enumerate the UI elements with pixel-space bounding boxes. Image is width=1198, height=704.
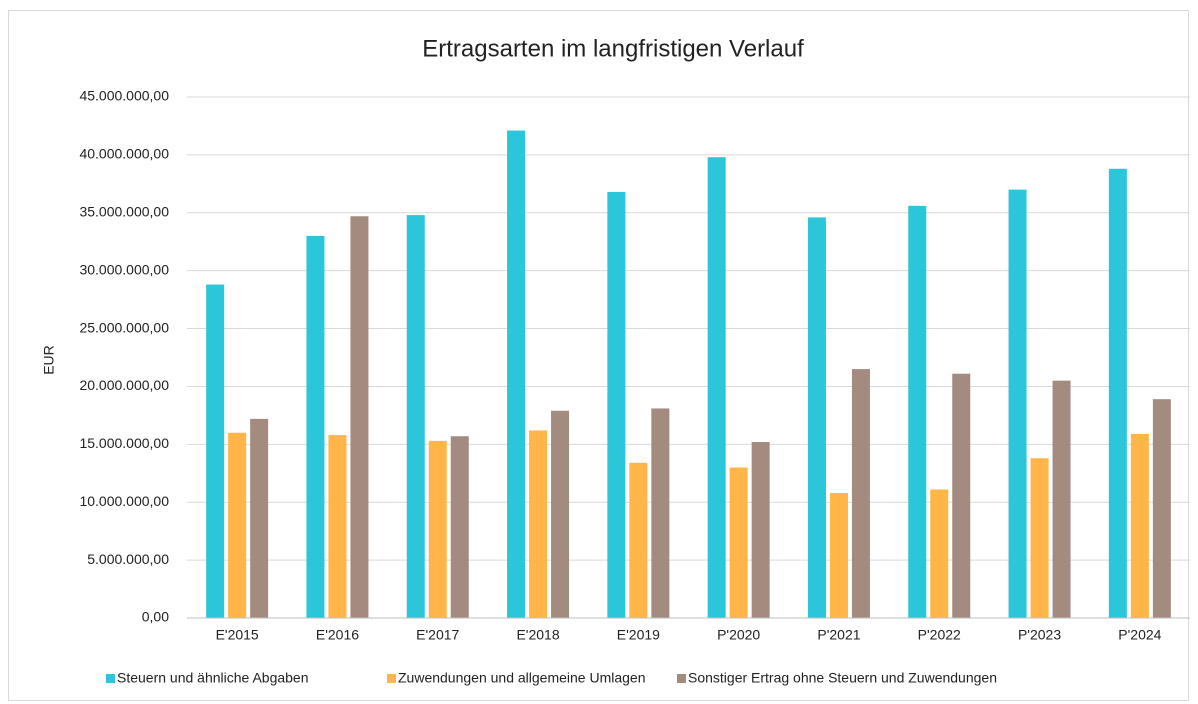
x-tick-label: E'2018	[516, 627, 559, 643]
bar	[250, 418, 269, 618]
bar	[829, 492, 848, 618]
y-tick-label: 40.000.000,00	[79, 146, 169, 162]
chart-title: Ertragsarten im langfristigen Verlauf	[422, 35, 804, 62]
bar	[228, 432, 247, 618]
bar	[729, 467, 748, 618]
y-tick-label: 15.000.000,00	[79, 435, 169, 451]
bar	[428, 440, 447, 618]
chart-border	[8, 10, 1189, 701]
bar	[629, 462, 648, 618]
x-tick-label: P'2024	[1118, 627, 1161, 643]
bar	[930, 489, 949, 618]
y-tick-label: 35.000.000,00	[79, 203, 169, 219]
bar	[707, 157, 726, 618]
x-tick-label: P'2020	[717, 627, 760, 643]
bar	[529, 430, 548, 618]
bar	[1052, 380, 1071, 618]
bar	[350, 216, 369, 619]
bar	[1108, 168, 1127, 618]
x-tick-label: P'2021	[817, 627, 860, 643]
bar	[406, 215, 425, 619]
bar	[807, 217, 826, 619]
bar	[651, 408, 670, 618]
legend-label: Steuern und ähnliche Abgaben	[117, 670, 309, 686]
bar	[551, 410, 570, 618]
legend-swatch	[677, 674, 686, 683]
y-tick-label: 20.000.000,00	[79, 377, 169, 393]
x-tick-label: P'2023	[1018, 627, 1061, 643]
bar	[952, 373, 971, 618]
y-tick-label: 25.000.000,00	[79, 319, 169, 335]
x-tick-label: E'2019	[617, 627, 660, 643]
x-tick-label: P'2022	[918, 627, 961, 643]
bar	[1130, 433, 1149, 618]
bar	[328, 435, 347, 618]
x-tick-label: E'2016	[316, 627, 359, 643]
legend-label: Sonstiger Ertrag ohne Steuern und Zuwend…	[688, 670, 997, 686]
y-tick-label: 0,00	[142, 609, 169, 625]
x-tick-label: E'2017	[416, 627, 459, 643]
y-tick-label: 45.000.000,00	[79, 88, 169, 104]
bar	[206, 284, 225, 618]
bar	[507, 130, 526, 618]
y-tick-label: 5.000.000,00	[87, 551, 169, 567]
legend-label: Zuwendungen und allgemeine Umlagen	[398, 670, 646, 686]
bar	[607, 191, 626, 618]
y-tick-label: 10.000.000,00	[79, 493, 169, 509]
bar	[1008, 189, 1027, 618]
legend-swatch	[387, 674, 396, 683]
legend-swatch	[106, 674, 115, 683]
bar	[306, 235, 325, 618]
y-tick-label: 30.000.000,00	[79, 261, 169, 277]
bar	[851, 369, 870, 618]
bar	[751, 442, 770, 618]
bar	[1030, 458, 1049, 618]
bar	[908, 205, 927, 618]
x-tick-label: E'2015	[216, 627, 259, 643]
bar	[450, 436, 469, 618]
y-axis-label: EUR	[41, 345, 57, 375]
bar	[1152, 399, 1171, 618]
